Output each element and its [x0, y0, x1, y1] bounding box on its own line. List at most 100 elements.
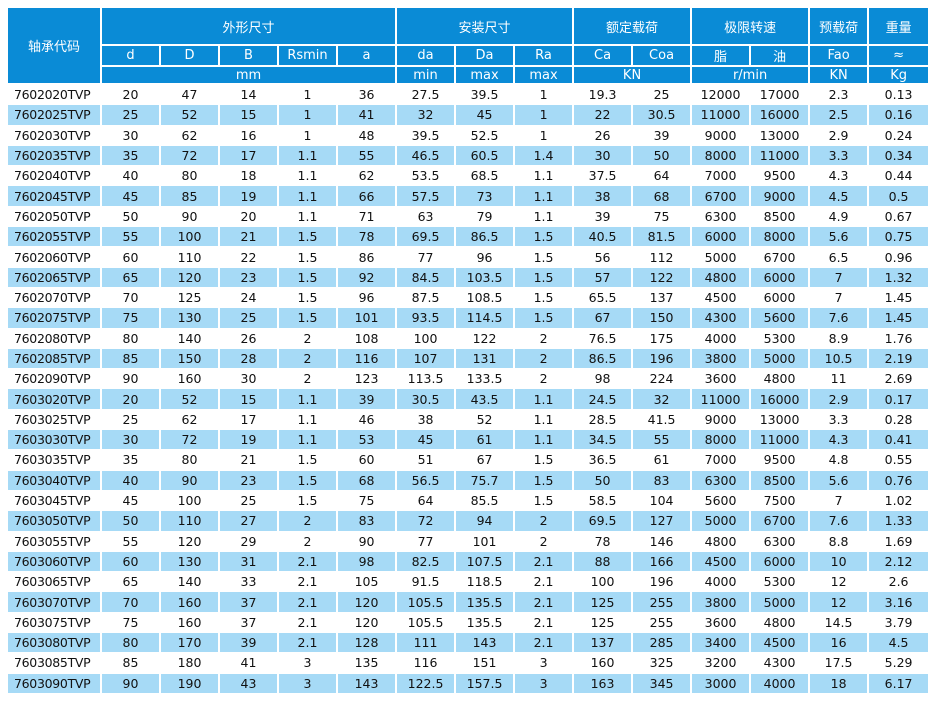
table-cell: 5000: [690, 510, 752, 532]
table-cell: 105.5: [395, 611, 457, 634]
table-cell: 1.76: [867, 327, 930, 349]
table-cell: 255: [631, 591, 693, 613]
table-cell: 37.5: [572, 165, 634, 187]
table-cell: 98: [335, 550, 398, 573]
table-cell: 22: [572, 104, 634, 126]
table-cell: 1.5: [277, 266, 338, 288]
table-cell: 4300: [690, 307, 752, 329]
column-header: d: [100, 44, 161, 67]
table-cell: 8.8: [808, 530, 870, 552]
column-header: ≈: [867, 44, 930, 67]
column-header: Rsmin: [277, 44, 338, 67]
table-cell: 30: [100, 429, 161, 451]
header-group-outer-dimensions: 外形尺寸: [99, 6, 398, 46]
table-cell: 7: [808, 286, 870, 309]
table-cell: 4.3: [808, 429, 870, 451]
table-cell: 1.1: [277, 144, 338, 167]
table-cell: 160: [159, 611, 220, 634]
table-cell: 196: [631, 571, 693, 593]
table-cell: 0.67: [867, 205, 930, 228]
table-cell: 5300: [749, 571, 811, 593]
table-cell: 56: [572, 246, 634, 268]
header-bearing-code: 轴承代码: [6, 6, 102, 85]
table-cell: 35: [100, 449, 161, 471]
table-cell: 19: [218, 429, 279, 451]
table-cell: 5.6: [808, 469, 870, 491]
table-cell: 6300: [749, 530, 811, 552]
table-cell: 63: [395, 205, 457, 228]
table-cell: 13000: [749, 408, 811, 431]
table-cell: 100: [159, 226, 220, 248]
table-cell: 143: [454, 632, 516, 654]
table-cell: 65: [100, 571, 161, 593]
table-cell: 36: [335, 83, 398, 106]
table-cell: 140: [159, 571, 220, 593]
bearing-code-cell: 7602090TVP: [6, 368, 102, 390]
bearing-code-cell: 7603085TVP: [6, 652, 102, 674]
table-row: 7603045TVP 45 100 25 1.5 75 64 85.5 1.5 58.5 104 56…: [6, 489, 930, 512]
table-cell: 3: [277, 652, 338, 674]
table-cell: 2.1: [513, 571, 575, 593]
table-cell: 3.16: [867, 591, 930, 613]
table-cell: 0.24: [867, 124, 930, 146]
table-row: 7602025TVP 25 52 15 1 41 32 45 1 22 30.5 11000 16000…: [6, 104, 930, 126]
table-cell: 1.32: [867, 266, 930, 288]
table-cell: 7.6: [808, 307, 870, 329]
column-header: a: [335, 44, 398, 67]
table-cell: 5000: [749, 591, 811, 613]
table-cell: 0.16: [867, 104, 930, 126]
table-cell: 65.5: [572, 286, 634, 309]
column-header: da: [395, 44, 457, 67]
bearing-code-cell: 7602080TVP: [6, 327, 102, 349]
table-cell: 62: [335, 165, 398, 187]
bearing-code-cell: 7602020TVP: [6, 83, 102, 106]
table-cell: 60.5: [454, 144, 516, 167]
column-header: 油: [749, 44, 811, 67]
table-cell: 0.76: [867, 469, 930, 491]
table-cell: 40.5: [572, 226, 634, 248]
table-cell: 43: [218, 672, 279, 694]
table-cell: 73: [454, 185, 516, 207]
table-cell: 3000: [690, 672, 752, 694]
table-cell: 112: [631, 246, 693, 268]
table-cell: 39: [631, 124, 693, 146]
table-cell: 1.5: [277, 307, 338, 329]
table-cell: 1.1: [513, 165, 575, 187]
bearing-code-cell: 7603025TVP: [6, 408, 102, 431]
table-cell: 8000: [749, 226, 811, 248]
table-cell: 2.1: [513, 632, 575, 654]
table-cell: 12: [808, 571, 870, 593]
table-row: 7603055TVP 55 120 29 2 90 77 101 2 78 146 4800 6300 8…: [6, 530, 930, 552]
table-cell: 3800: [690, 347, 752, 370]
table-cell: 80: [159, 449, 220, 471]
table-cell: 8000: [690, 429, 752, 451]
table-cell: 25: [631, 83, 693, 106]
header-group-rated-load: 额定载荷: [572, 6, 693, 46]
table-cell: 2.9: [808, 388, 870, 410]
table-cell: 30.5: [631, 104, 693, 126]
table-cell: 122: [454, 327, 516, 349]
table-cell: 2.9: [808, 124, 870, 146]
table-cell: 11000: [690, 388, 752, 410]
table-cell: 16000: [749, 104, 811, 126]
table-cell: 58.5: [572, 489, 634, 512]
bearing-code-cell: 7602025TVP: [6, 104, 102, 126]
table-cell: 160: [159, 591, 220, 613]
table-cell: 11000: [749, 144, 811, 167]
table-cell: 8.9: [808, 327, 870, 349]
table-cell: 1.5: [277, 226, 338, 248]
table-cell: 6700: [749, 510, 811, 532]
table-cell: 41: [218, 652, 279, 674]
table-cell: 57.5: [395, 185, 457, 207]
table-cell: 1.5: [513, 469, 575, 491]
table-cell: 1: [277, 83, 338, 106]
table-row: 7602035TVP 35 72 17 1.1 55 46.5 60.5 1.4 30 50 8000…: [6, 144, 930, 167]
table-cell: 196: [631, 347, 693, 370]
table-cell: 26: [218, 327, 279, 349]
table-cell: 39: [218, 632, 279, 654]
table-cell: 85: [159, 185, 220, 207]
table-cell: 1: [513, 104, 575, 126]
table-cell: 137: [631, 286, 693, 309]
table-cell: 72: [159, 144, 220, 167]
table-cell: 4800: [690, 266, 752, 288]
